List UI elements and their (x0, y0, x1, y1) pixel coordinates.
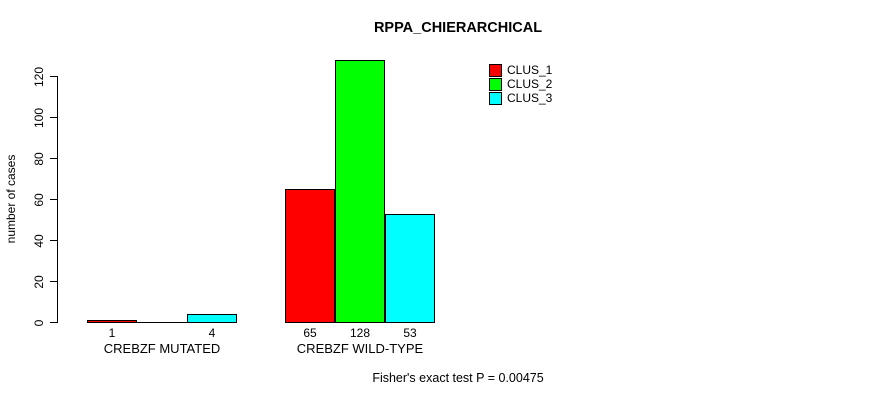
category-label: CREBZF MUTATED (103, 341, 221, 356)
chart-title: RPPA_CHIERARCHICAL (373, 20, 543, 36)
bar-value-label: 4 (208, 326, 216, 340)
y-axis-title: number of cases (4, 154, 18, 244)
legend-label: CLUS_2 (507, 77, 553, 91)
y-tick-mark (50, 199, 57, 200)
bar-clus_1-group1 (87, 320, 137, 323)
y-tick-label: 0 (32, 319, 46, 326)
y-tick-label: 40 (32, 233, 46, 248)
y-tick-label: 20 (32, 274, 46, 289)
y-tick-label: 60 (32, 192, 46, 207)
bar-value-label: 65 (303, 326, 317, 340)
y-tick-mark (50, 76, 57, 77)
legend-item: CLUS_2 (489, 77, 552, 91)
legend-label: CLUS_1 (507, 63, 553, 77)
legend-item: CLUS_3 (489, 91, 552, 105)
bar-value-label: 128 (349, 326, 371, 340)
y-tick-label: 100 (32, 107, 46, 128)
y-axis-line (57, 76, 58, 323)
bar-clus_3-group1 (187, 314, 237, 323)
group-baseline (87, 322, 237, 323)
bar-clus_2-group2 (335, 60, 385, 323)
category-label: CREBZF WILD-TYPE (296, 341, 424, 356)
legend-item: CLUS_1 (489, 63, 552, 77)
bar-value-label: 53 (403, 326, 417, 340)
annotation-text: Fisher's exact test P = 0.00475 (372, 371, 544, 385)
y-tick-mark (50, 117, 57, 118)
legend-swatch-clus_3 (489, 91, 502, 105)
y-tick-mark (50, 322, 57, 323)
bar-clus_3-group2 (385, 214, 435, 323)
bar-clus_1-group2 (285, 189, 335, 323)
legend-label: CLUS_3 (507, 91, 553, 105)
legend-swatch-clus_2 (489, 77, 502, 91)
bar-value-label: 1 (108, 326, 116, 340)
y-tick-label: 120 (32, 66, 46, 87)
legend: CLUS_1 CLUS_2 CLUS_3 (489, 63, 552, 105)
y-tick-label: 80 (32, 151, 46, 166)
y-tick-mark (50, 281, 57, 282)
y-tick-mark (50, 158, 57, 159)
legend-swatch-clus_1 (489, 63, 502, 77)
y-tick-mark (50, 240, 57, 241)
